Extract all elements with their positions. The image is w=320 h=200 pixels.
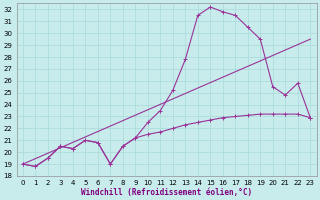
X-axis label: Windchill (Refroidissement éolien,°C): Windchill (Refroidissement éolien,°C): [81, 188, 252, 197]
